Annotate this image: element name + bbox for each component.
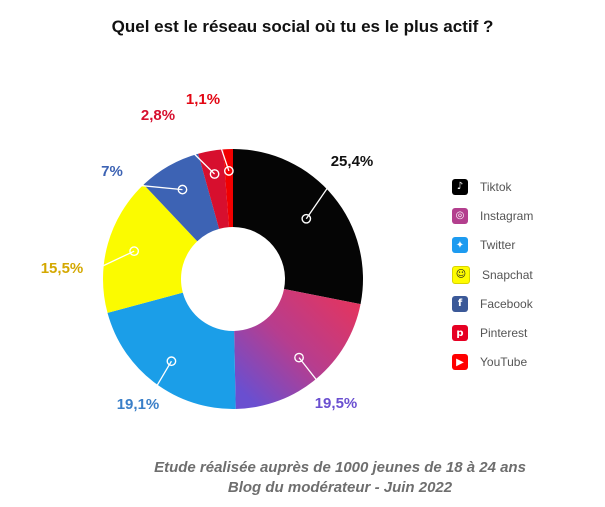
caption: Etude réalisée auprès de 1000 jeunes de … [100,458,580,498]
slice-tiktok [233,149,363,305]
leader-dot-snapchat [129,246,140,257]
legend-item-tiktok: ♪ Tiktok [452,172,533,201]
slice-snapchat [103,184,198,313]
data-label-tiktok: 25,4% [331,153,374,170]
pinterest-icon: p [452,325,468,342]
leader-line-facebook [124,183,183,191]
facebook-icon: f [452,295,468,312]
data-label-facebook: 7% [101,163,123,180]
legend-item-instagram: ◎ Instagram [452,201,533,230]
caption-line-2: Blog du modérateur - Juin 2022 [227,479,453,496]
leader-line-twitter [151,360,172,395]
legend-label-youtube: YouTube [480,355,528,370]
legend-label-pinterest: Pinterest [480,326,528,341]
legend-item-facebook: f Facebook [452,289,533,318]
slice-pinterest [198,149,230,229]
leader-dot-facebook [177,184,188,195]
legend-item-snapchat: ☺ Snapchat [452,260,533,289]
slice-twitter [107,292,236,409]
slice-facebook [143,153,220,242]
legend-item-youtube: ▶ YouTube [452,348,533,377]
leader-dot-instagram [294,352,304,363]
data-label-twitter: 19,1% [117,396,160,413]
tiktok-icon: ♪ [452,178,468,195]
twitter-icon: ✦ [452,237,468,254]
legend-label-tiktok: Tiktok [480,179,512,194]
data-label-instagram: 19,5% [315,395,358,412]
legend: ♪ Tiktok ◎ Instagram ✦ Twitter ☺ Snapchat f Faceb… [452,172,533,377]
caption-line-1: Etude réalisée auprès de 1000 jeunes de … [154,459,526,476]
leader-line-pinterest [169,129,216,175]
data-label-pinterest: 2,8% [141,107,175,124]
chart-title: Quel est le réseau social où tu es le pl… [111,17,494,36]
leader-dot-youtube [223,166,234,176]
leader-dot-twitter [166,356,177,367]
youtube-icon: ▶ [452,354,468,371]
legend-label-instagram: Instagram [480,208,534,223]
leader-dot-tiktok [301,213,312,224]
leader-dot-pinterest [209,169,220,179]
instagram-icon: ◎ [452,207,468,224]
legend-label-twitter: Twitter [480,238,516,253]
leader-line-snapchat [89,250,135,273]
legend-label-snapchat: Snapchat [482,267,533,282]
legend-label-facebook: Facebook [480,296,533,311]
leader-line-tiktok [305,176,336,220]
leader-line-instagram [298,357,327,393]
legend-item-twitter: ✦ Twitter [452,231,533,260]
slice-instagram [234,289,361,409]
data-label-snapchat: 15,5% [41,260,84,277]
legend-item-pinterest: p Pinterest [452,318,533,347]
snapchat-icon: ☺ [452,265,470,284]
data-label-youtube: 1,1% [186,91,220,108]
leader-line-youtube [209,114,230,172]
